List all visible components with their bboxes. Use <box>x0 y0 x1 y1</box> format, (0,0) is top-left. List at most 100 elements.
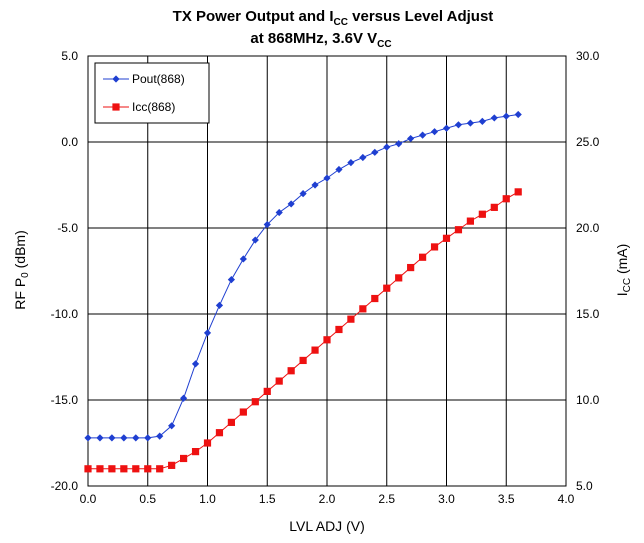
data-point-icc <box>359 305 367 313</box>
x-tick-label: 1.0 <box>199 492 216 506</box>
data-point-icc <box>419 253 427 261</box>
series-layer <box>84 110 522 473</box>
data-point-icc <box>335 325 343 334</box>
data-point-pout <box>227 276 235 284</box>
data-point-pout <box>299 190 307 198</box>
data-point-icc <box>407 263 415 272</box>
data-point-icc <box>227 418 235 426</box>
data-point-icc <box>299 356 307 365</box>
data-point-pout <box>120 434 128 442</box>
data-point-pout <box>168 422 176 430</box>
data-point-pout <box>490 114 498 122</box>
legend-marker-icc <box>112 103 120 111</box>
data-point-pout <box>430 128 439 136</box>
left-y-tick-label: 5.0 <box>61 49 78 63</box>
right-y-tick-label: 25.0 <box>576 135 600 149</box>
data-point-icc <box>502 195 510 203</box>
data-point-icc <box>180 454 188 463</box>
data-point-icc <box>203 439 212 447</box>
data-point-pout <box>371 148 379 156</box>
data-point-pout <box>383 143 391 151</box>
chart-title-line-1-tail: versus Level Adjust <box>348 8 493 25</box>
data-point-pout <box>132 434 140 442</box>
data-point-pout <box>407 134 415 143</box>
legend-items: Pout(868) Icc(868) <box>103 72 185 114</box>
legend-label-pout: Pout(868) <box>132 72 185 86</box>
data-point-pout <box>96 434 104 442</box>
chart-grid <box>87 55 567 487</box>
data-point-pout <box>251 236 259 244</box>
data-point-icc <box>490 203 498 211</box>
data-point-icc <box>395 274 403 282</box>
data-point-pout <box>359 153 367 162</box>
data-point-pout <box>180 394 188 402</box>
left-y-tick-label: -5.0 <box>57 221 78 235</box>
series-line-icc <box>88 191 519 470</box>
data-point-icc <box>478 210 486 218</box>
data-point-pout <box>323 174 331 182</box>
chart-title-line-2-subscript: CC <box>377 39 391 50</box>
data-point-pout <box>203 329 212 337</box>
right-y-tick-label: 15.0 <box>576 307 600 321</box>
x-tick-label: 0.5 <box>139 492 156 506</box>
data-point-pout <box>191 360 200 368</box>
data-point-icc <box>311 346 319 354</box>
data-point-pout <box>442 124 451 132</box>
series-pout <box>84 110 522 442</box>
data-point-icc <box>168 461 176 469</box>
data-point-pout <box>514 110 522 119</box>
data-point-icc <box>430 243 439 251</box>
x-tick-label: 2.5 <box>378 492 395 506</box>
left-y-axis-ticks: 5.0 0.0 -5.0 -10.0 -15.0 -20.0 <box>51 49 79 493</box>
right-y-axis-label-subscript: CC <box>622 278 633 292</box>
data-point-icc <box>466 217 474 225</box>
data-point-pout <box>144 434 152 442</box>
data-point-pout <box>239 255 247 263</box>
right-y-axis-label-post: (mA) <box>614 244 630 278</box>
data-point-pout <box>335 165 343 174</box>
left-y-tick-label: -10.0 <box>51 307 79 321</box>
plot-area-frame <box>87 55 567 487</box>
x-tick-label: 2.0 <box>319 492 336 506</box>
data-point-icc <box>347 315 355 323</box>
data-point-icc <box>514 188 522 196</box>
data-point-pout <box>287 200 295 208</box>
left-y-axis-label-subscript: 0 <box>20 272 31 278</box>
data-point-icc <box>132 465 140 473</box>
x-tick-label: 4.0 <box>558 492 575 506</box>
chart-title-line-1: TX Power Output and ICC versus Level Adj… <box>173 8 494 28</box>
data-point-icc <box>144 465 152 473</box>
x-axis-label: LVL ADJ (V) <box>289 518 364 534</box>
right-y-axis-label: ICC (mA) <box>614 244 633 297</box>
data-point-icc <box>156 465 164 473</box>
data-point-pout <box>347 159 355 167</box>
right-y-tick-label: 10.0 <box>576 393 600 407</box>
chart-title-line-1-subscript: CC <box>334 17 348 28</box>
x-tick-label: 3.0 <box>438 492 455 506</box>
x-tick-label: 1.5 <box>259 492 276 506</box>
right-y-axis-label-pre: I <box>614 292 630 296</box>
data-point-pout <box>502 112 510 120</box>
data-point-pout <box>275 208 283 217</box>
data-point-icc <box>275 377 283 385</box>
data-point-pout <box>419 131 427 139</box>
data-point-icc <box>84 465 92 473</box>
data-point-icc <box>442 234 451 242</box>
data-point-pout <box>395 140 403 148</box>
x-tick-label: 0.0 <box>80 492 97 506</box>
chart-title-line-1-main: TX Power Output and I <box>173 8 334 25</box>
legend: Pout(868) Icc(868) <box>94 62 210 124</box>
right-y-tick-label: 5.0 <box>576 479 593 493</box>
data-point-icc <box>96 465 104 473</box>
chart-title-line-2: at 868MHz, 3.6V VCC <box>250 30 391 50</box>
data-point-icc <box>239 408 247 416</box>
data-point-pout <box>478 117 486 125</box>
legend-marker-pout <box>112 75 120 83</box>
x-axis-ticks: 0.0 0.5 1.0 1.5 2.0 2.5 3.0 3.5 4.0 <box>80 492 575 506</box>
data-point-icc <box>191 448 200 456</box>
left-y-tick-label: -20.0 <box>51 479 79 493</box>
left-y-axis-label-post: (dBm) <box>12 230 28 272</box>
data-point-pout <box>84 434 92 442</box>
data-point-pout <box>215 301 224 309</box>
